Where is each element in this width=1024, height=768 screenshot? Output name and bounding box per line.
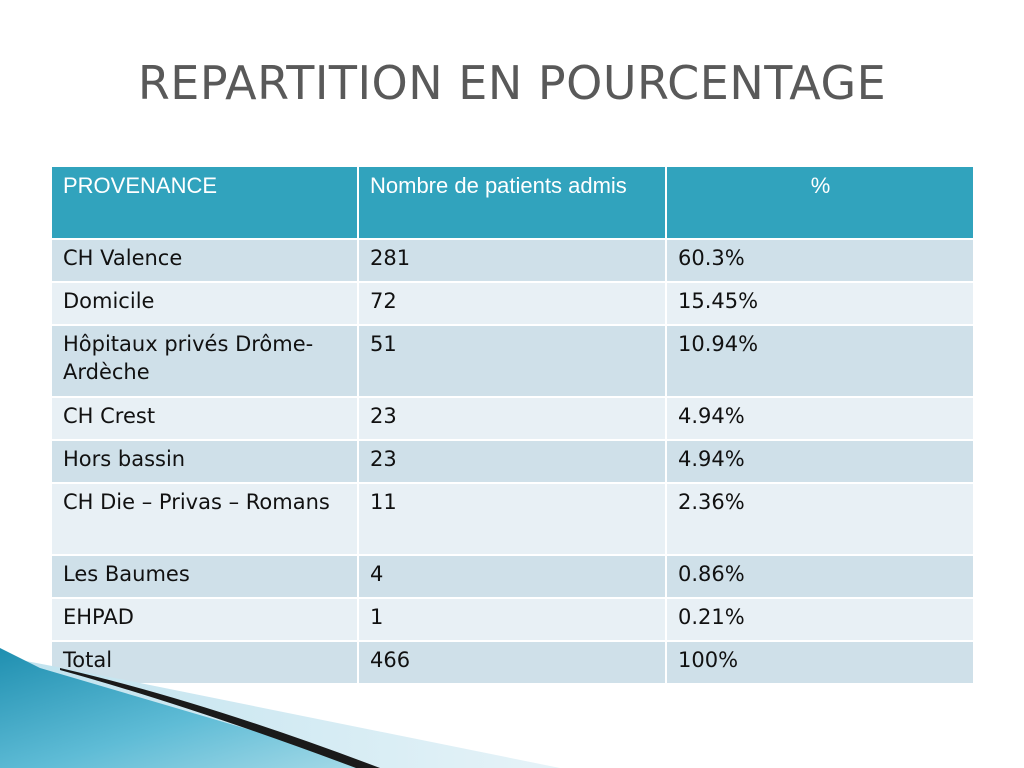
cell-percentage: 60.3% <box>665 238 975 283</box>
cell-percentage: 15.45% <box>665 281 975 326</box>
cell-provenance: EHPAD <box>50 597 359 642</box>
header-percentage: % <box>665 165 975 240</box>
cell-provenance: CH Valence <box>50 238 359 283</box>
cell-percentage: 0.21% <box>665 597 975 642</box>
cell-percentage: 4.94% <box>665 439 975 484</box>
cell-percentage: 4.94% <box>665 396 975 441</box>
cell-provenance: CH Crest <box>50 396 359 441</box>
table-row: CH Valence 281 60.3% <box>50 238 975 283</box>
slide-title: REPARTITION EN POURCENTAGE <box>137 56 887 110</box>
header-patient-count: Nombre de patients admis <box>357 165 667 240</box>
cell-provenance: Total <box>50 640 359 685</box>
table-row: Domicile 72 15.45% <box>50 281 975 326</box>
cell-percentage: 0.86% <box>665 554 975 599</box>
cell-patient-count: 281 <box>357 238 667 283</box>
cell-patient-count: 23 <box>357 396 667 441</box>
cell-patient-count: 4 <box>357 554 667 599</box>
table-row: CH Crest 23 4.94% <box>50 396 975 441</box>
cell-provenance: CH Die – Privas – Romans <box>50 482 359 556</box>
cell-percentage: 2.36% <box>665 482 975 556</box>
cell-provenance: Les Baumes <box>50 554 359 599</box>
table-row: CH Die – Privas – Romans 11 2.36% <box>50 482 975 556</box>
cell-patient-count: 23 <box>357 439 667 484</box>
header-provenance: PROVENANCE <box>50 165 359 240</box>
cell-provenance: Domicile <box>50 281 359 326</box>
cell-patient-count: 466 <box>357 640 667 685</box>
cell-percentage: 10.94% <box>665 324 975 398</box>
cell-provenance: Hors bassin <box>50 439 359 484</box>
table-row: Les Baumes 4 0.86% <box>50 554 975 599</box>
table-row: Hôpitaux privés Drôme-Ardèche 51 10.94% <box>50 324 975 398</box>
cell-percentage: 100% <box>665 640 975 685</box>
table-row: EHPAD 1 0.21% <box>50 597 975 642</box>
table-row: Hors bassin 23 4.94% <box>50 439 975 484</box>
cell-patient-count: 11 <box>357 482 667 556</box>
cell-patient-count: 1 <box>357 597 667 642</box>
table-row-total: Total 466 100% <box>50 640 975 685</box>
data-table: PROVENANCE Nombre de patients admis % CH… <box>50 165 975 685</box>
cell-provenance: Hôpitaux privés Drôme-Ardèche <box>50 324 359 398</box>
cell-patient-count: 72 <box>357 281 667 326</box>
table-header-row: PROVENANCE Nombre de patients admis % <box>50 165 975 240</box>
cell-patient-count: 51 <box>357 324 667 398</box>
